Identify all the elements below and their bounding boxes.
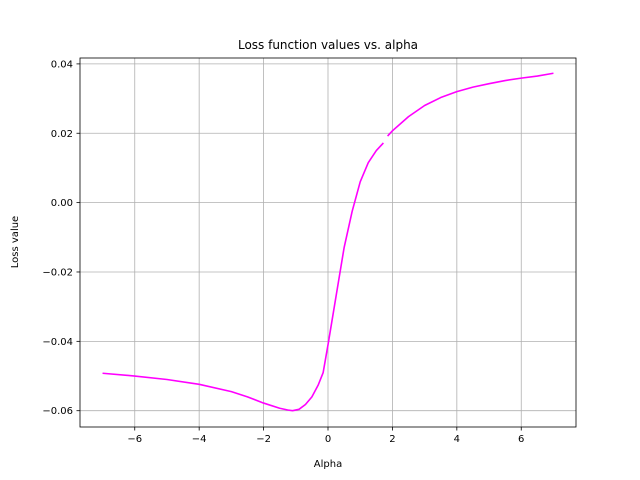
y-tick-label: −0.02 [42,267,73,278]
series-line-segment [102,142,384,412]
x-axis-title: Alpha [314,459,342,470]
y-tick-label: −0.06 [42,406,73,417]
x-tick-label: 0 [325,434,331,445]
chart-title: Loss function values vs. alpha [238,38,418,52]
x-tick-label: 2 [389,434,395,445]
x-tick-label: 4 [454,434,460,445]
series-lines [102,72,554,412]
x-tick-label: −6 [127,434,142,445]
y-tick-label: 0.00 [51,198,73,209]
series-line-segment [386,72,554,137]
y-tick-label: −0.04 [42,337,73,348]
y-axis-ticks: −0.06 −0.04 −0.02 0.00 0.02 0.04 [42,59,80,417]
y-tick-label: 0.04 [51,59,73,70]
x-axis-ticks: −6 −4 −2 0 2 4 6 [127,427,524,445]
x-tick-label: −2 [256,434,271,445]
x-tick-label: −4 [192,434,207,445]
x-tick-label: 6 [518,434,524,445]
grid-lines [80,58,576,427]
y-axis-title: Loss value [10,216,21,268]
y-tick-label: 0.02 [51,129,73,140]
